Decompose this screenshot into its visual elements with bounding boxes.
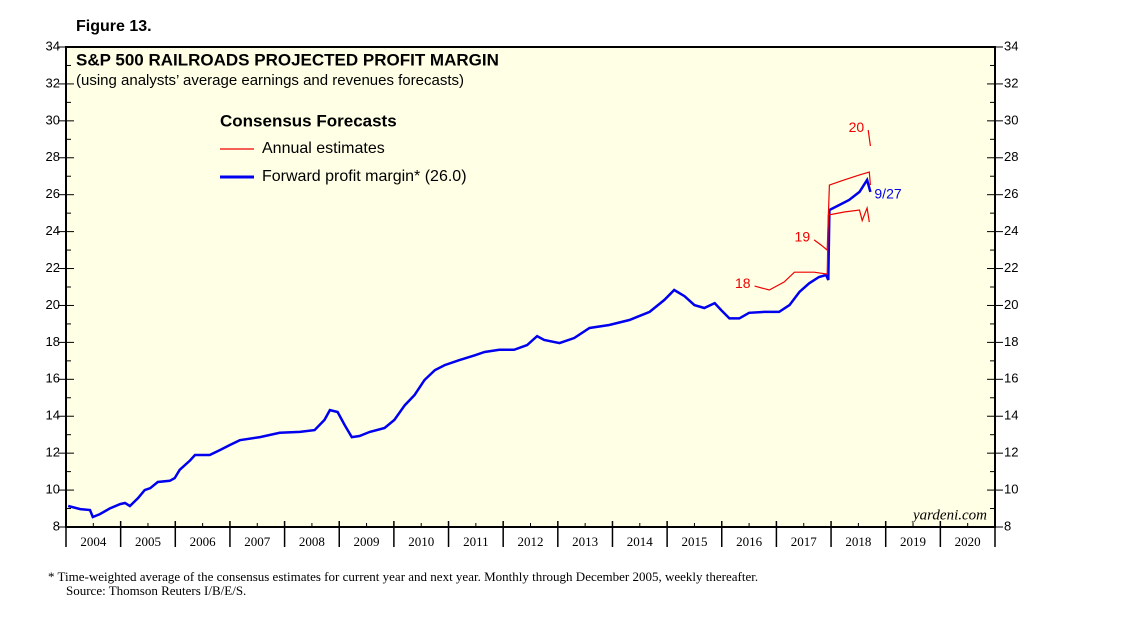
- y-tick-label: 14: [46, 408, 60, 423]
- y-tick-label: 26: [46, 186, 60, 201]
- y-tick-label-right: 20: [1004, 297, 1018, 312]
- y-tick-label: 18: [46, 334, 60, 349]
- x-tick-label: 2012: [518, 534, 544, 549]
- y-tick-label-right: 12: [1004, 445, 1018, 460]
- y-tick-label: 12: [46, 445, 60, 460]
- series-line: [813, 171, 871, 252]
- figure-label: Figure 13.: [76, 18, 152, 35]
- series-line: [67, 176, 872, 519]
- legend-title: Consensus Forecasts: [220, 111, 397, 130]
- x-tick-label: 2011: [463, 534, 489, 549]
- chart-title: S&P 500 RAILROADS PROJECTED PROFIT MARGI…: [76, 50, 499, 69]
- x-tick-label: 2008: [299, 534, 325, 549]
- x-tick-label: 2004: [80, 534, 107, 549]
- x-tick-label: 2007: [244, 534, 271, 549]
- y-tick-label-right: 24: [1004, 223, 1018, 238]
- x-tick-label: 2020: [955, 534, 981, 549]
- y-tick-label: 16: [46, 371, 60, 386]
- watermark: yardeni.com: [911, 507, 987, 523]
- x-tick-label: 2016: [736, 534, 763, 549]
- footnote: * Time-weighted average of the consensus…: [48, 569, 758, 584]
- y-tick-label: 24: [46, 223, 60, 238]
- x-tick-label: 2006: [190, 534, 217, 549]
- chart-subtitle: (using analysts’ average earnings and re…: [76, 72, 464, 89]
- series-label: 20: [849, 119, 865, 135]
- x-tick-label: 2010: [408, 534, 434, 549]
- x-tick-label: 2009: [354, 534, 380, 549]
- plot-area: [66, 47, 995, 527]
- series-label: 19: [795, 229, 811, 245]
- x-tick-label: 2015: [681, 534, 707, 549]
- y-tick-label-right: 10: [1004, 482, 1018, 497]
- y-tick-label: 8: [53, 518, 60, 533]
- y-tick-label-right: 32: [1004, 75, 1018, 90]
- y-tick-label: 30: [46, 112, 60, 127]
- y-tick-label-right: 28: [1004, 149, 1018, 164]
- y-tick-label-right: 16: [1004, 371, 1018, 386]
- y-tick-label: 10: [46, 482, 60, 497]
- x-tick-label: 2018: [845, 534, 871, 549]
- y-tick-label: 20: [46, 297, 60, 312]
- y-tick-label: 34: [46, 38, 60, 53]
- series-line: [867, 130, 871, 147]
- legend-label: Annual estimates: [262, 140, 385, 157]
- y-tick-label: 32: [46, 75, 60, 90]
- x-tick-label: 2013: [572, 534, 598, 549]
- legend-label: Forward profit margin* (26.0): [262, 168, 467, 185]
- footnote: Source: Thomson Reuters I/B/E/S.: [66, 583, 246, 598]
- y-tick-label: 28: [46, 149, 60, 164]
- y-tick-label-right: 8: [1004, 518, 1011, 533]
- y-tick-label: 22: [46, 260, 60, 275]
- x-tick-label: 2017: [791, 534, 818, 549]
- y-tick-label-right: 34: [1004, 38, 1018, 53]
- x-tick-label: 2014: [627, 534, 654, 549]
- y-tick-label-right: 26: [1004, 186, 1018, 201]
- x-tick-label: 2019: [900, 534, 926, 549]
- plot-border: [65, 46, 996, 528]
- y-tick-label-right: 14: [1004, 408, 1018, 423]
- y-tick-label-right: 18: [1004, 334, 1018, 349]
- y-tick-label-right: 30: [1004, 112, 1018, 127]
- series-label: 18: [735, 275, 751, 291]
- y-tick-label-right: 22: [1004, 260, 1018, 275]
- x-tick-label: 2005: [135, 534, 161, 549]
- series-end-label: 9/27: [874, 186, 901, 202]
